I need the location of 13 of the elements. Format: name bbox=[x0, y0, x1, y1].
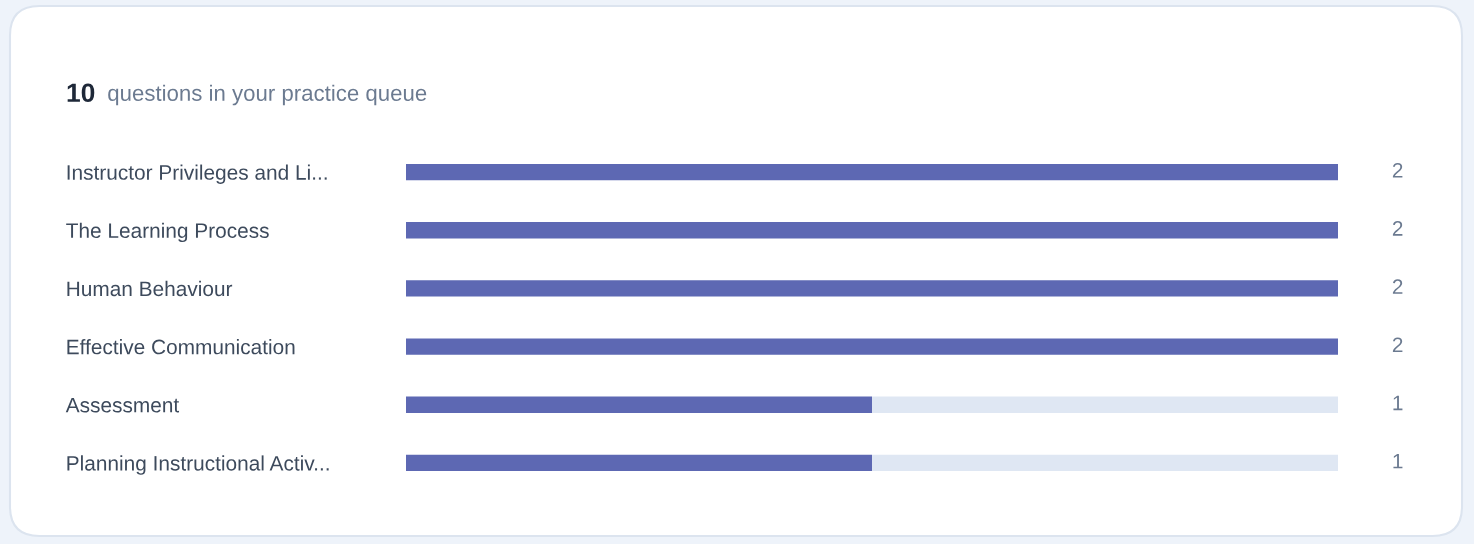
y-tick-label: Human Behaviour bbox=[67, 280, 233, 297]
data-label: 2 bbox=[1392, 162, 1403, 178]
y-tick-label: Planning Instructional Activ... bbox=[67, 455, 329, 475]
y-tick-label: The Learning Process bbox=[66, 222, 269, 243]
data-label: 2 bbox=[1392, 279, 1403, 294]
y-tick-label: Assessment bbox=[65, 397, 180, 413]
data-label: 2 bbox=[1392, 221, 1403, 236]
data-label: 2 bbox=[1392, 337, 1403, 352]
data-label: 1 bbox=[1393, 453, 1403, 469]
y-tick-label: Instructor Privileges and Li... bbox=[67, 164, 327, 184]
chart-title: 10 questions in your practice queue bbox=[67, 83, 427, 106]
data-label: 1 bbox=[1393, 395, 1403, 411]
y-tick-label: Effective Communication bbox=[67, 339, 295, 355]
